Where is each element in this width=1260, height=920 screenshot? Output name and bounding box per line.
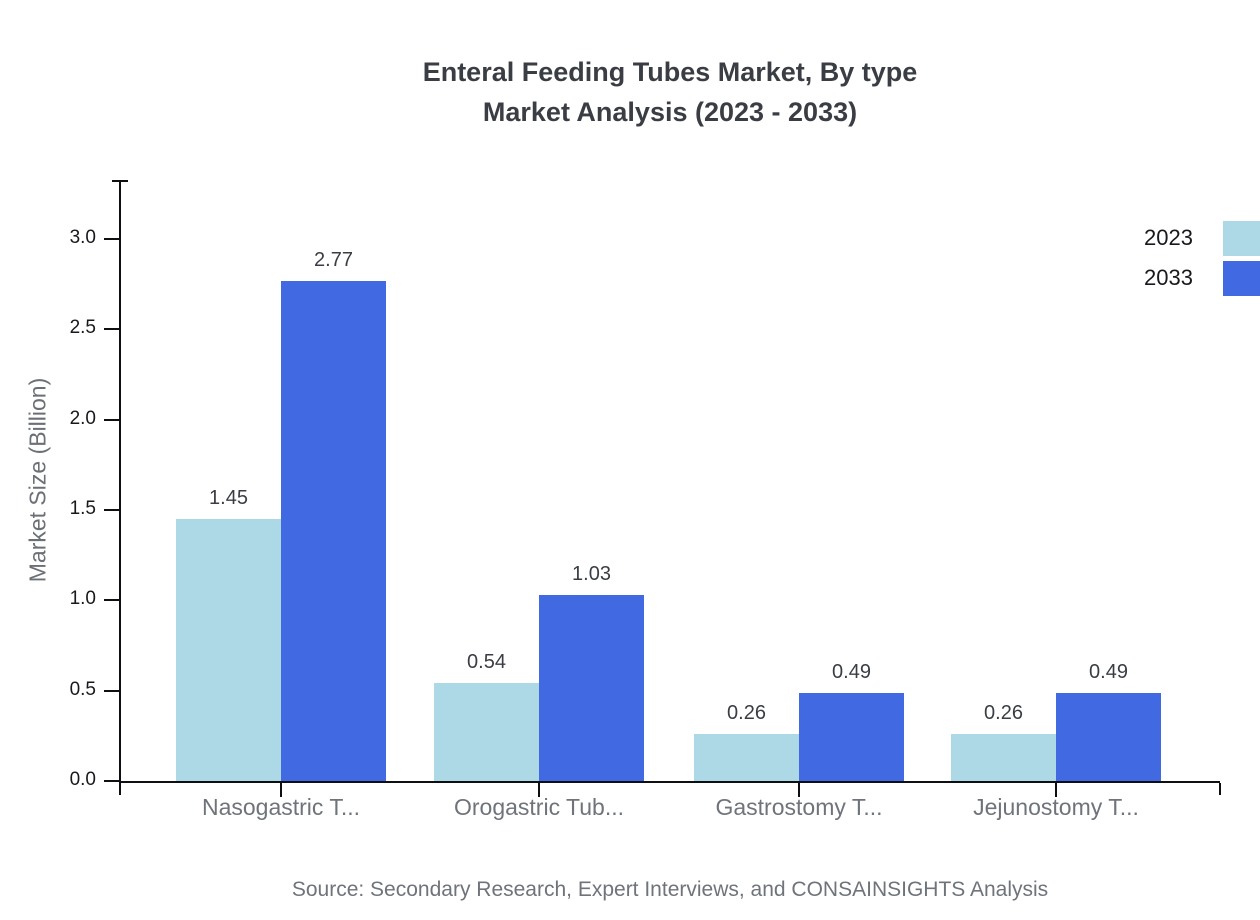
x-axis-tick xyxy=(798,783,800,797)
y-axis-top-cap xyxy=(112,180,128,182)
chart-title-line-1: Enteral Feeding Tubes Market, By type xyxy=(422,57,918,87)
bar-value-label: 0.49 xyxy=(1089,660,1128,683)
bar-value-label: 2.77 xyxy=(314,248,353,271)
y-axis-tick-label: 2.5 xyxy=(69,317,96,339)
legend-swatch-2023 xyxy=(1223,221,1260,256)
y-axis-tick-label: 0.5 xyxy=(69,678,96,700)
legend-label-2033: 2033 xyxy=(1144,265,1193,290)
x-axis-edge-tick xyxy=(1219,783,1221,795)
x-axis-edge-tick xyxy=(119,783,121,795)
bar-2023-orogastrictub xyxy=(434,683,539,781)
x-axis-tick xyxy=(280,783,282,797)
bar-value-label: 1.45 xyxy=(209,487,248,509)
bar-value-label: 0.54 xyxy=(467,651,506,674)
y-axis-tick xyxy=(104,509,119,511)
bar-value-label: 0.49 xyxy=(832,660,871,683)
y-axis-tick xyxy=(104,328,119,331)
bar-2033-nasogastrict xyxy=(281,280,386,781)
legend: 2023 2033 xyxy=(1100,220,1260,304)
legend-swatch-2033 xyxy=(1223,261,1260,296)
bar-2033-jejunostomyt xyxy=(1056,692,1161,781)
category-label-1: Orogastric Tub... xyxy=(453,794,624,820)
bar-2033-gastrostomyt xyxy=(799,692,904,781)
category-label-0: Nasogastric T... xyxy=(201,794,361,820)
legend-label-2023: 2023 xyxy=(1144,225,1193,250)
y-axis-tick xyxy=(104,599,119,602)
x-axis-tick xyxy=(538,783,540,797)
legend-item-2033: 2033 xyxy=(1100,260,1260,296)
bar-value-label: 0.26 xyxy=(984,702,1023,724)
x-axis-tick xyxy=(1055,783,1057,797)
legend-item-2023: 2023 xyxy=(1100,220,1260,256)
bar-2023-jejunostomyt xyxy=(951,734,1056,781)
chart-title: Enteral Feeding Tubes Market, By type Ma… xyxy=(120,52,1220,132)
category-label-2: Gastrostomy T... xyxy=(715,794,883,820)
bar-2033-orogastrictub xyxy=(539,594,644,781)
y-axis-tick-label: 1.5 xyxy=(69,498,96,519)
y-axis-tick-label: 2.0 xyxy=(69,407,96,429)
y-axis-tick xyxy=(104,238,119,240)
bar-value-label: 0.26 xyxy=(727,702,766,724)
chart-title-line-2: Market Analysis (2023 - 2033) xyxy=(482,97,858,127)
bar-value-label: 1.03 xyxy=(572,562,611,585)
y-axis-tick-label: 1.0 xyxy=(69,588,96,610)
y-axis-tick-label: 0.0 xyxy=(69,769,96,790)
bar-2023-nasogastrict xyxy=(176,519,281,781)
x-axis-line xyxy=(119,781,1220,783)
y-axis-line xyxy=(119,180,121,783)
category-label-3: Jejunostomy T... xyxy=(973,794,1139,820)
y-axis-tick xyxy=(104,689,119,692)
y-axis-tick xyxy=(104,780,119,782)
bar-2023-gastrostomyt xyxy=(694,734,799,781)
y-axis-tick-label: 3.0 xyxy=(69,227,96,248)
source-attribution: Source: Secondary Research, Expert Inter… xyxy=(291,878,1049,901)
y-axis-tick xyxy=(104,418,119,421)
